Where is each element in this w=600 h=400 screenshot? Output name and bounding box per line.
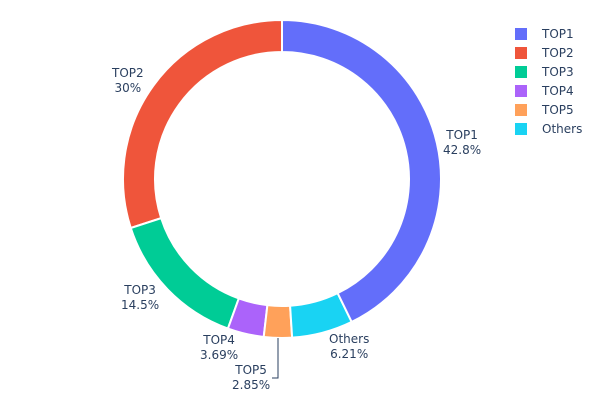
legend-label: TOP2	[542, 46, 574, 60]
legend-swatch	[515, 28, 527, 40]
label-others: Others 6.21%	[329, 332, 370, 361]
slice-top3[interactable]	[129, 216, 241, 330]
label-top5: TOP5 2.85%	[232, 363, 271, 392]
legend-item-top5[interactable]: TOP5	[515, 102, 574, 118]
label-top2: TOP2 30%	[112, 66, 144, 95]
top5-leader-line	[272, 338, 279, 379]
label-top1: TOP1 42.8%	[443, 128, 482, 157]
slice-others[interactable]	[289, 291, 354, 339]
legend-item-others[interactable]: Others	[515, 121, 582, 137]
slice-top2[interactable]	[122, 18, 283, 230]
legend-item-top2[interactable]: TOP2	[515, 45, 574, 61]
legend-item-top4[interactable]: TOP4	[515, 83, 574, 99]
slice-top4[interactable]	[226, 297, 269, 339]
legend-label: TOP5	[542, 103, 574, 117]
legend-swatch	[515, 104, 527, 116]
label-top4: TOP4 3.69%	[200, 333, 239, 362]
legend-swatch	[515, 47, 527, 59]
legend-swatch	[515, 85, 527, 97]
legend-label: TOP1	[542, 27, 574, 41]
legend-label: Others	[542, 122, 583, 136]
legend-item-top3[interactable]: TOP3	[515, 64, 574, 80]
slice-top5[interactable]	[262, 304, 294, 339]
label-top3: TOP3 14.5%	[121, 283, 160, 312]
slice-top1[interactable]	[281, 18, 442, 324]
legend-item-top1[interactable]: TOP1	[515, 26, 574, 42]
legend-label: TOP3	[542, 65, 574, 79]
legend-swatch	[515, 66, 527, 78]
legend-label: TOP4	[542, 84, 574, 98]
legend-swatch	[515, 123, 527, 135]
